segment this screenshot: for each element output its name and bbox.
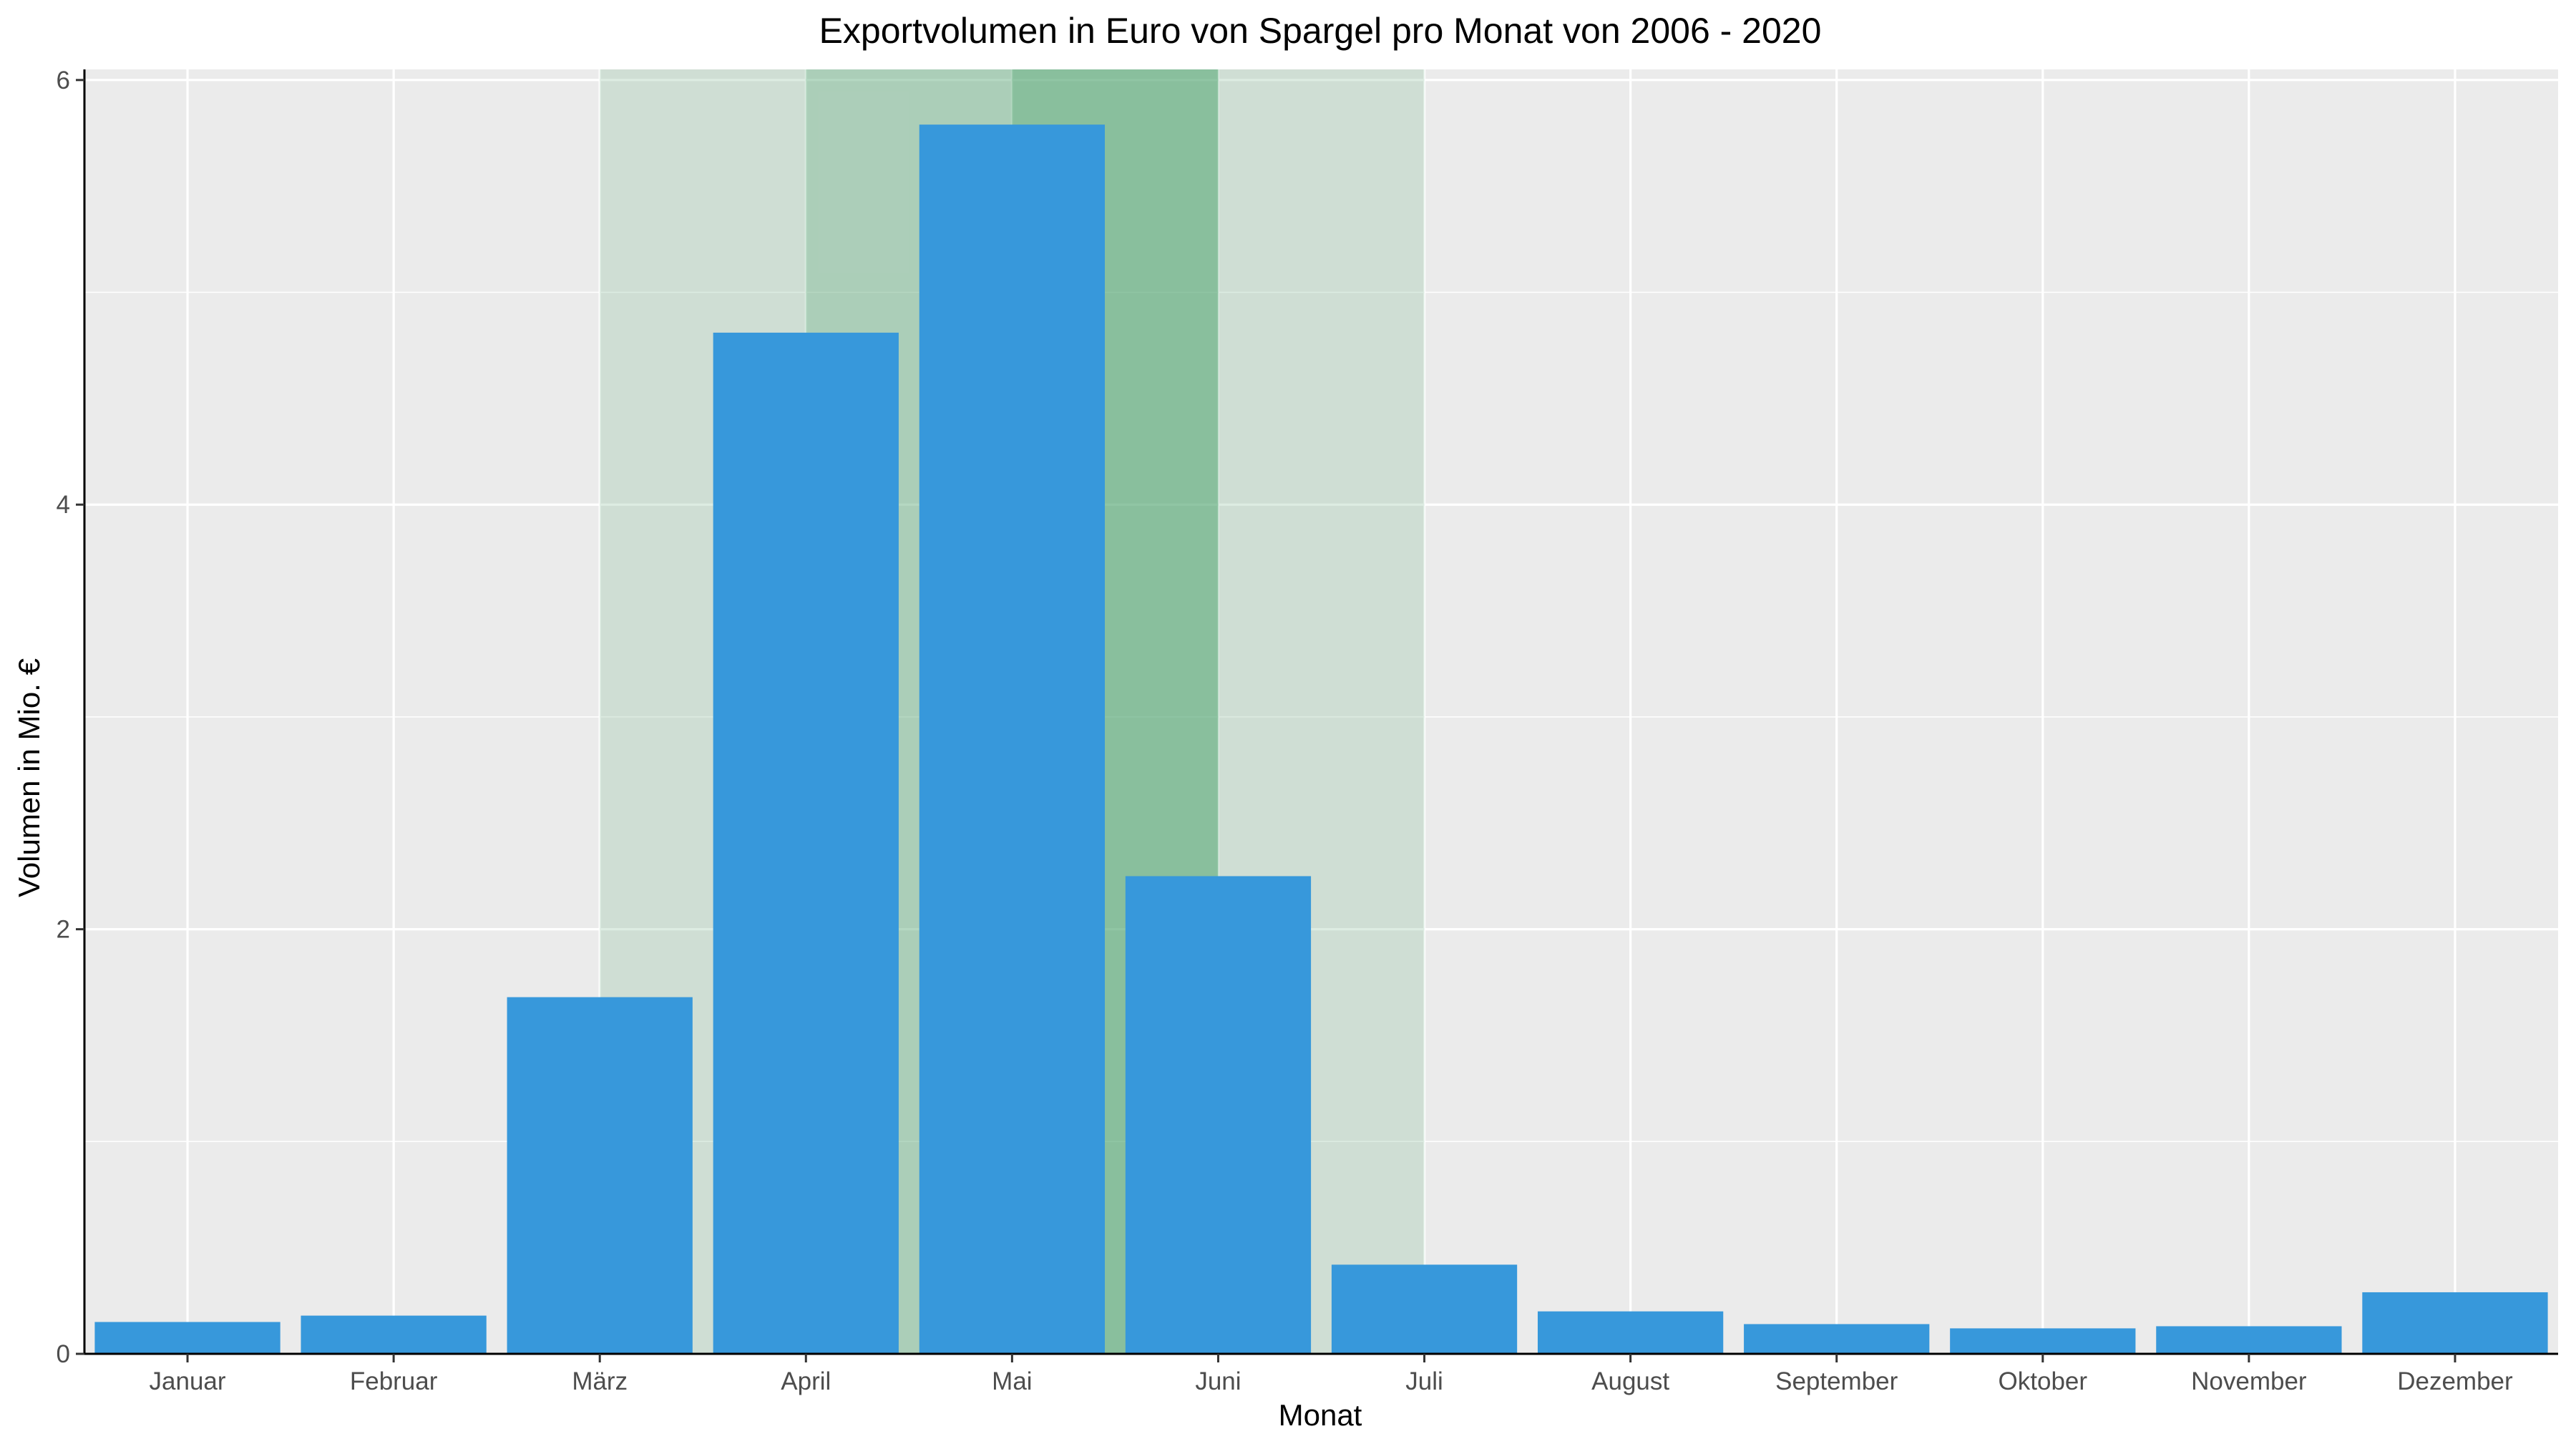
x-tick-label: Oktober <box>1999 1367 2088 1395</box>
y-tick-label: 0 <box>57 1340 70 1368</box>
y-tick-label: 6 <box>57 67 70 94</box>
x-tick-label: Juli <box>1405 1367 1443 1395</box>
x-tick-label: Januar <box>150 1367 226 1395</box>
y-tick-label: 4 <box>57 491 70 519</box>
bars <box>94 125 2548 1354</box>
minor-gridlines <box>84 291 2558 1143</box>
x-tick-label: November <box>2191 1367 2307 1395</box>
chart-title: Exportvolumen in Euro von Spargel pro Mo… <box>819 11 1822 51</box>
y-axis-title: Volumen in Mio. € <box>12 658 46 897</box>
x-tick-label: Juni <box>1195 1367 1241 1395</box>
bar-november <box>2156 1326 2342 1354</box>
bar-juli <box>1331 1264 1518 1354</box>
bar-juni <box>1125 876 1312 1354</box>
x-axis-ticks: Januar Februar März April Mai Juni Juli August S… <box>150 1354 2513 1395</box>
bar-august <box>1537 1311 1724 1354</box>
x-tick-label: September <box>1775 1367 1898 1395</box>
y-tick-label: 2 <box>57 916 70 944</box>
x-axis-title: Monat <box>1279 1398 1362 1432</box>
bar-april <box>713 332 899 1354</box>
y-axis-ticks: 0 2 4 6 <box>57 67 84 1368</box>
x-tick-label: August <box>1591 1367 1669 1395</box>
bar-märz <box>507 997 693 1354</box>
axes <box>83 69 2558 1355</box>
x-tick-label: März <box>572 1367 628 1395</box>
plot-panel <box>84 69 2558 1354</box>
x-tick-label: April <box>781 1367 831 1395</box>
x-tick-label: Mai <box>992 1367 1032 1395</box>
bar-januar <box>94 1322 280 1354</box>
bar-oktober <box>1950 1328 2136 1354</box>
bar-dezember <box>2362 1292 2548 1354</box>
x-tick-label: Februar <box>350 1367 438 1395</box>
bar-februar <box>301 1315 487 1354</box>
x-tick-label: Dezember <box>2397 1367 2513 1395</box>
bar-mai <box>919 125 1106 1354</box>
bar-september <box>1744 1324 1930 1354</box>
